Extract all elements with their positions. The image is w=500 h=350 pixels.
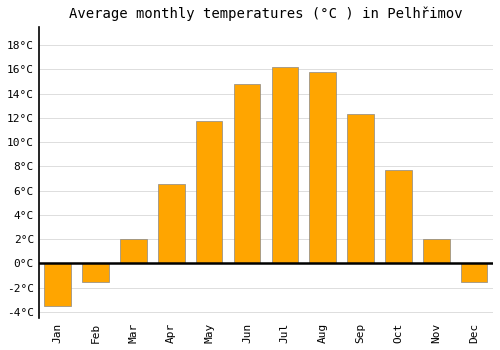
Bar xyxy=(461,263,487,281)
Bar xyxy=(423,239,450,263)
Bar xyxy=(234,84,260,263)
Bar xyxy=(82,263,109,281)
Bar xyxy=(310,72,336,263)
Title: Average monthly temperatures (°C ) in Pelhřimov: Average monthly temperatures (°C ) in Pe… xyxy=(69,7,462,21)
Bar xyxy=(272,67,298,263)
Bar xyxy=(120,239,146,263)
Bar xyxy=(158,184,184,263)
Bar xyxy=(44,263,71,306)
Bar xyxy=(196,121,222,263)
Bar xyxy=(348,114,374,263)
Bar xyxy=(385,170,411,263)
